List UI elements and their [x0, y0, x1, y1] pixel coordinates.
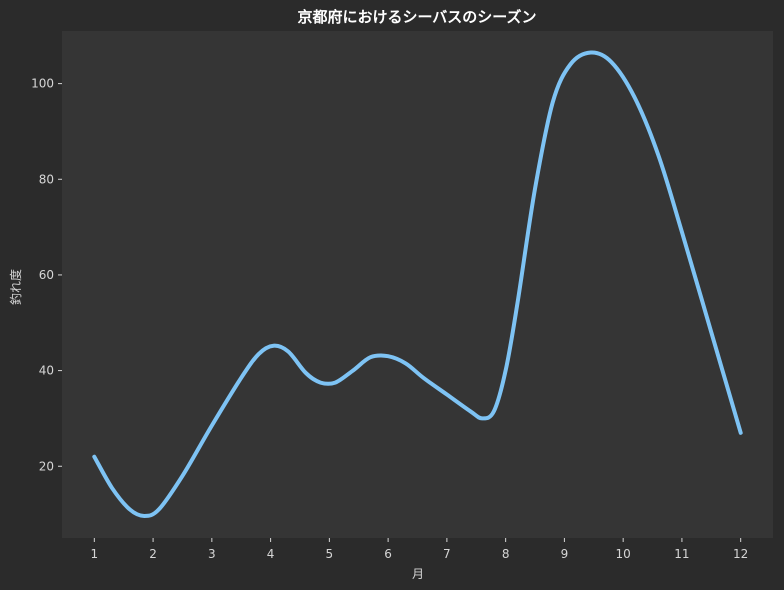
y-tick-label: 40	[39, 364, 54, 378]
x-tick-label: 2	[149, 547, 157, 561]
plot-area	[62, 31, 773, 538]
y-tick-label: 100	[31, 77, 54, 91]
x-axis: 1 2 3 4 5 6 7 8 9 10 11 12	[90, 538, 748, 561]
x-tick-label: 11	[674, 547, 689, 561]
y-axis: 20 40 60 80 100	[31, 77, 62, 473]
x-tick-label: 10	[616, 547, 631, 561]
x-tick-label: 7	[443, 547, 451, 561]
series-line	[92, 50, 743, 518]
x-tick-label: 3	[208, 547, 216, 561]
x-tick-label: 4	[267, 547, 275, 561]
chart-title: 京都府におけるシーバスのシーズン	[297, 8, 536, 26]
x-tick-label: 12	[733, 547, 748, 561]
y-axis-label: 釣れ度	[8, 269, 23, 305]
y-tick-label: 60	[39, 268, 54, 282]
x-tick-label: 9	[561, 547, 569, 561]
y-tick-label: 80	[39, 172, 54, 186]
x-tick-label: 8	[502, 547, 510, 561]
x-tick-label: 6	[384, 547, 392, 561]
x-tick-label: 5	[326, 547, 334, 561]
x-tick-label: 1	[90, 547, 98, 561]
y-tick-label: 20	[39, 459, 54, 473]
series-layer	[92, 50, 743, 518]
x-axis-label: 月	[412, 567, 424, 581]
